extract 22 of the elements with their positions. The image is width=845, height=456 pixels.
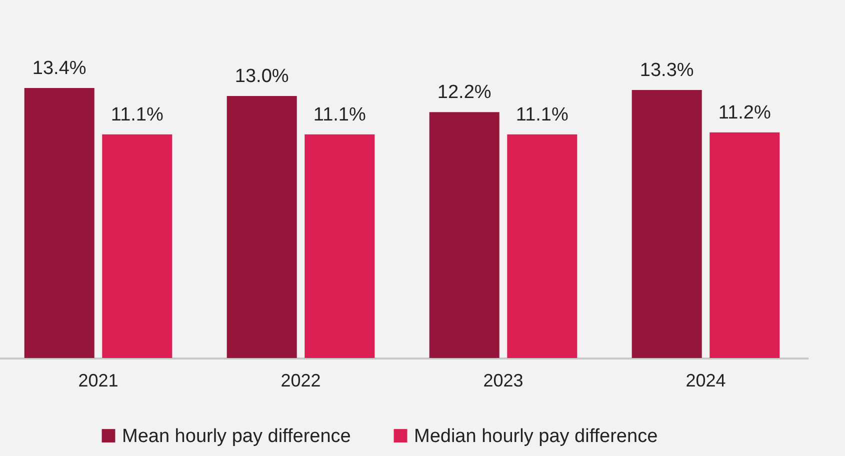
- x-tick-label: 2024: [686, 370, 726, 390]
- data-label: 13.0%: [234, 66, 289, 88]
- legend-label: Median hourly pay difference: [414, 426, 658, 447]
- legend-label: Mean hourly pay difference: [122, 426, 351, 447]
- data-label: 11.1%: [313, 104, 366, 126]
- bar: [710, 132, 780, 358]
- x-tick-label: 2023: [483, 370, 524, 390]
- bar: [429, 112, 500, 358]
- bar: [632, 90, 702, 358]
- x-tick-label: 2021: [78, 370, 118, 390]
- data-label: 11.1%: [110, 104, 164, 126]
- bar: [226, 96, 297, 358]
- data-label: 13.3%: [640, 60, 694, 82]
- x-tick-label: 2022: [280, 370, 321, 390]
- data-label: 11.1%: [516, 104, 568, 126]
- bar: [24, 88, 94, 358]
- bar: [304, 134, 375, 358]
- bar: [102, 134, 172, 358]
- data-label: 13.4%: [32, 58, 86, 79]
- bar: [507, 134, 578, 358]
- data-label: 11.2%: [718, 102, 771, 124]
- data-label: 12.2%: [437, 82, 492, 104]
